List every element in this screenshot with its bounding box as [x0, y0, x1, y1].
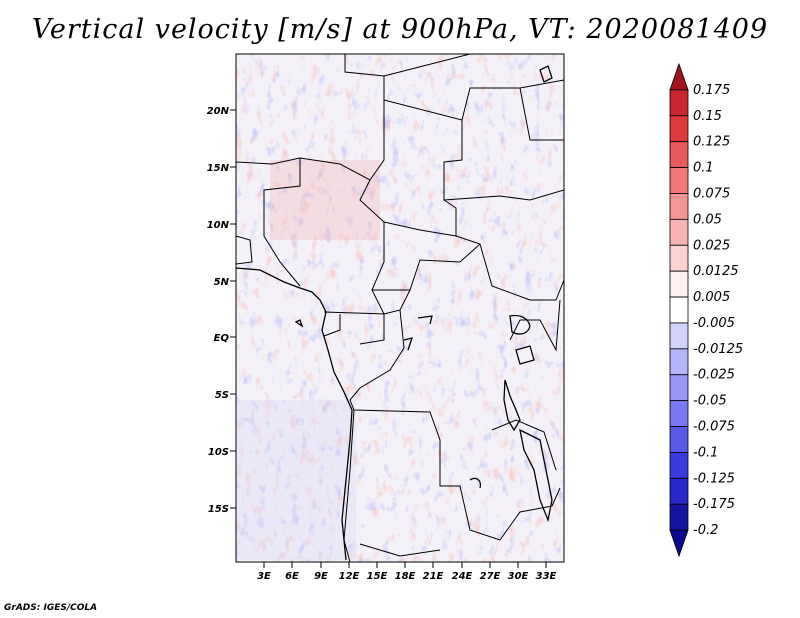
colorbar-segment — [669, 529, 689, 558]
lon-labels: 3E 6E 9E 12E 15E 18E 21E 24E 27E 30E 33E — [257, 571, 556, 582]
colorbar-label: 0.025 — [693, 238, 730, 253]
lon-label-27e: 27E — [480, 571, 501, 582]
map-frame — [235, 53, 565, 563]
colorbar-label: 0.075 — [693, 186, 730, 201]
colorbar-label: -0.025 — [693, 368, 735, 383]
coastlines — [236, 65, 553, 561]
lon-label-30e: 30E — [508, 571, 529, 582]
lat-label-15n: 15N — [207, 163, 230, 174]
colorbar-segment — [669, 218, 689, 246]
colorbar-segment — [669, 374, 689, 402]
colorbar-segment — [669, 141, 689, 168]
lat-label-10s: 10S — [208, 447, 229, 458]
lat-label-5n: 5N — [214, 277, 230, 288]
map-title: Vertical velocity [m/s] at 900hPa, VT: 2… — [31, 14, 769, 45]
colorbar-label: -0.075 — [693, 420, 735, 435]
lon-label-3e: 3E — [257, 571, 271, 582]
colorbar-segment — [669, 426, 689, 453]
lat-label-15s: 15S — [208, 504, 229, 515]
colorbar-label: 0.15 — [693, 109, 722, 124]
lon-label-15e: 15E — [367, 571, 388, 582]
colorbar-segment — [669, 452, 689, 479]
colorbar-label: -0.125 — [693, 471, 735, 486]
colorbar-label: -0.05 — [693, 394, 727, 409]
lat-label-5s: 5S — [215, 390, 229, 401]
colorbar-segment — [669, 89, 689, 117]
lon-label-33e: 33E — [536, 571, 557, 582]
colorbar-segment — [669, 296, 689, 324]
lon-label-24e: 24E — [452, 571, 473, 582]
colorbar-segment — [669, 244, 689, 272]
colorbar-segment — [669, 322, 689, 350]
lat-ticks — [230, 109, 236, 509]
lon-label-21e: 21E — [423, 571, 444, 582]
colorbar-label: -0.0125 — [693, 342, 743, 357]
colorbar-segment — [669, 62, 689, 91]
colorbar-label: 0.125 — [693, 135, 730, 150]
colorbar-label: 0.0125 — [693, 264, 739, 279]
map-plot-area — [236, 54, 564, 562]
colorbar-segment — [669, 348, 689, 376]
lat-labels: 20N 15N 10N 5N EQ 5S 10S 15S — [207, 106, 230, 515]
colorbar-segment — [669, 193, 689, 220]
colorbar-segment — [669, 503, 689, 531]
colorbar-label: -0.175 — [693, 497, 735, 512]
colorbar-label: 0.05 — [693, 212, 722, 227]
colorbar-segment — [669, 115, 689, 143]
lat-label-20n: 20N — [207, 106, 230, 117]
colorbar-segment — [669, 400, 689, 427]
grads-credit: GrADS: IGES/COLA — [4, 603, 98, 613]
colorbar-segment — [669, 167, 689, 194]
lon-label-12e: 12E — [339, 571, 360, 582]
lat-label-eq: EQ — [214, 333, 230, 344]
colorbar-segment — [669, 270, 689, 298]
lon-label-18e: 18E — [395, 571, 416, 582]
colorbar-label: -0.1 — [693, 445, 718, 460]
colorbar-segment — [669, 477, 689, 505]
colorbar-label: 0.1 — [693, 161, 714, 176]
colorbar — [669, 62, 689, 558]
lat-label-10n: 10N — [207, 220, 230, 231]
colorbar-label: -0.2 — [693, 523, 718, 538]
lon-ticks — [263, 562, 547, 568]
country-borders — [236, 54, 564, 562]
colorbar-label: 0.005 — [693, 290, 730, 305]
colorbar-label: -0.005 — [693, 316, 735, 331]
lon-label-6e: 6E — [285, 571, 299, 582]
lon-label-9e: 9E — [314, 571, 328, 582]
colorbar-label: 0.175 — [693, 83, 730, 98]
colorbar-labels: 0.175 0.15 0.125 0.1 0.075 0.05 0.025 0.0125 0.0… — [693, 83, 743, 538]
